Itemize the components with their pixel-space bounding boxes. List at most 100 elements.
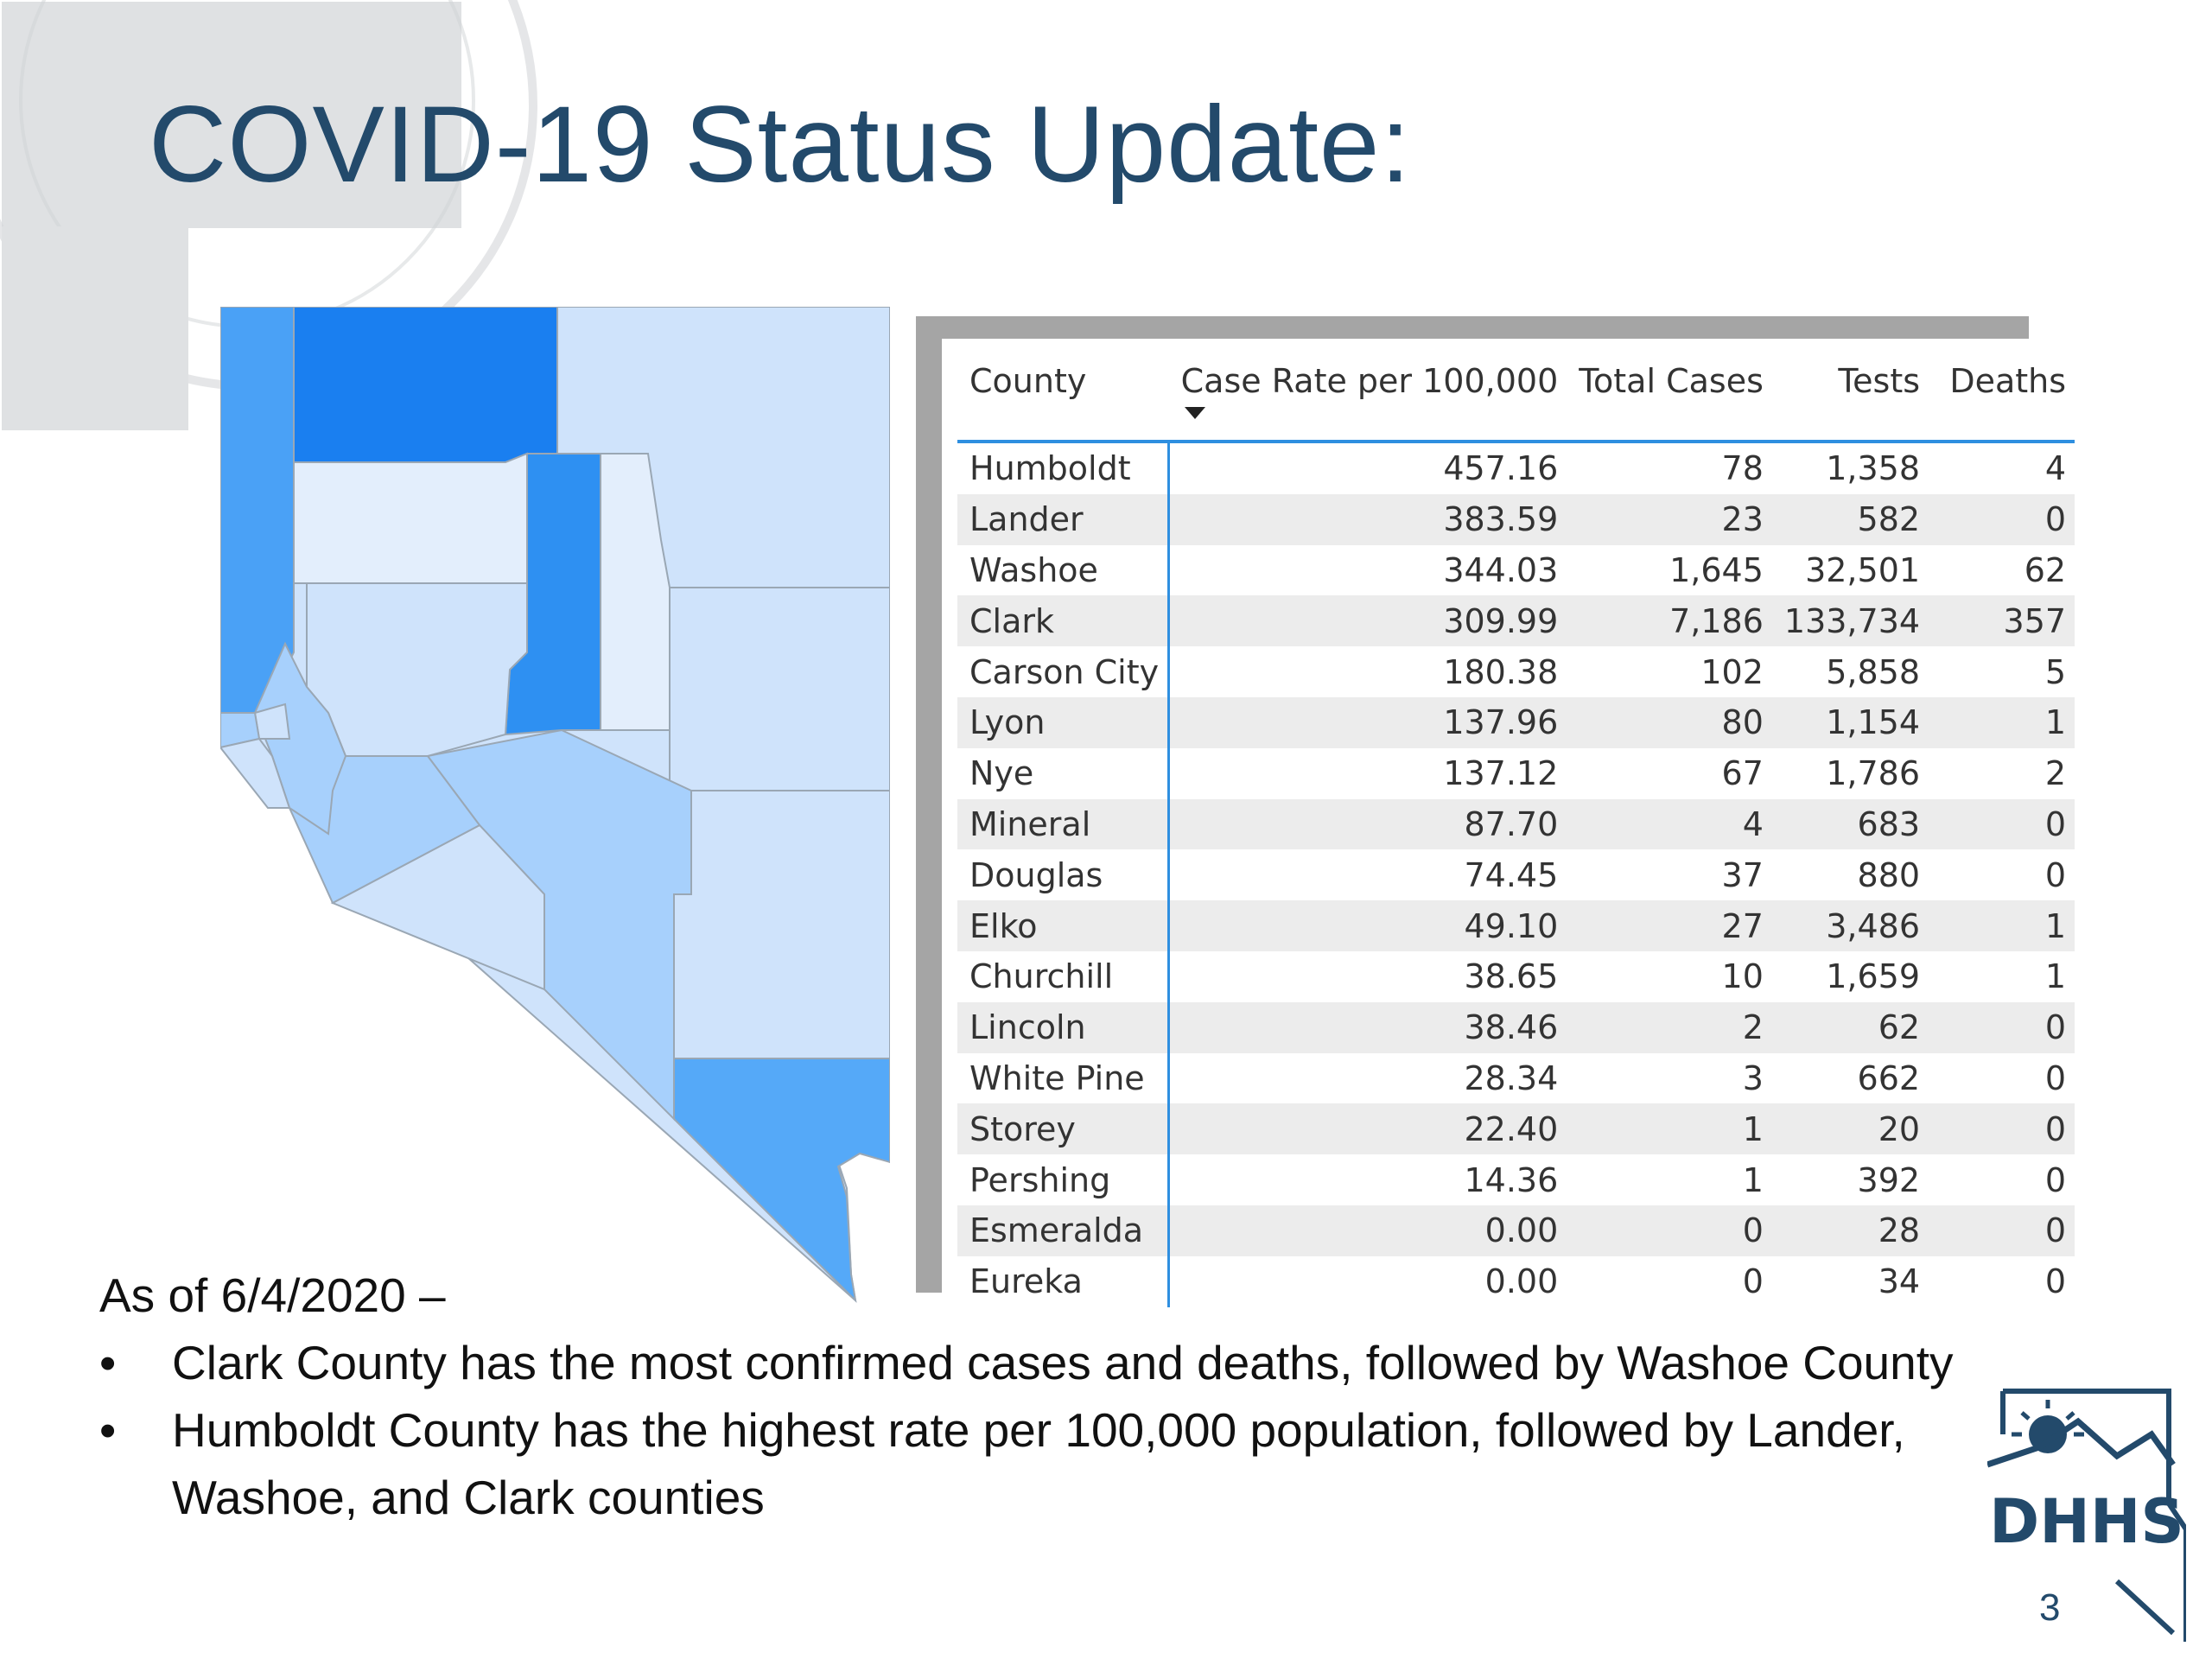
cell-deaths: 2: [2044, 754, 2067, 793]
table-row[interactable]: Esmeralda 0.00 0 28 0: [957, 1205, 2075, 1256]
table-row[interactable]: Lander 383.59 23 582 0: [957, 493, 2075, 545]
cell-county: Churchill: [957, 950, 1171, 1002]
cell-deaths: 4: [2044, 449, 2067, 488]
cell-tests: 683: [1771, 798, 1929, 850]
cell-total-cases: 67: [1721, 754, 1764, 793]
cell-case-rate: 180.38: [1443, 652, 1559, 691]
table-row[interactable]: Clark 309.99 7,186 133,734 357: [957, 595, 2075, 647]
cell-tests: 880: [1857, 855, 1921, 894]
table-row[interactable]: Eureka 0.00 0 34 0: [957, 1255, 2075, 1307]
cell-total-cases: 4: [1567, 798, 1772, 850]
cell-tests: 1,358: [1826, 449, 1921, 488]
cell-deaths: 1: [2044, 957, 2067, 996]
table-row[interactable]: Elko 49.10 27 3,486 1: [957, 900, 2075, 951]
cell-deaths: 62: [2024, 550, 2067, 589]
summary-bullet: Clark County has the most confirmed case…: [99, 1329, 1957, 1396]
cell-county: Carson City: [957, 646, 1171, 697]
logo-wordmark: DHHS: [1989, 1486, 2184, 1557]
county-data-table: County Case Rate per 100,000 Total Cases…: [957, 350, 2075, 1307]
table-row[interactable]: White Pine 28.34 3 662 0: [957, 1052, 2075, 1104]
cell-deaths: 1: [1929, 696, 2075, 748]
cell-total-cases: 0: [1742, 1262, 1764, 1301]
cell-county: Pershing: [957, 1154, 1171, 1205]
cell-tests: 1,154: [1771, 696, 1929, 748]
county-humboldt: [293, 307, 558, 463]
table-row[interactable]: Humboldt 457.16 78 1,358 4: [957, 442, 2075, 494]
cell-deaths: 0: [2044, 855, 2067, 894]
cell-case-rate: 38.46: [1168, 1001, 1567, 1053]
summary-bullet-list: Clark County has the most confirmed case…: [99, 1329, 1957, 1531]
cell-case-rate: 344.03: [1443, 550, 1559, 589]
cell-tests: 582: [1771, 493, 1929, 545]
cell-tests: 1,786: [1826, 754, 1921, 793]
summary-bullet: Humboldt County has the highest rate per…: [99, 1396, 1957, 1531]
cell-tests: 3,486: [1771, 900, 1929, 951]
county-clark: [673, 1058, 890, 1303]
table-row[interactable]: Lyon 137.96 80 1,154 1: [957, 696, 2075, 748]
cell-tests: 34: [1878, 1262, 1921, 1301]
cell-deaths: 0: [2044, 1262, 2067, 1301]
cell-case-rate: 74.45: [1464, 855, 1559, 894]
header-tests[interactable]: Tests: [1771, 350, 1929, 443]
header-total-cases[interactable]: Total Cases: [1567, 350, 1772, 443]
cell-county: Lincoln: [957, 1001, 1171, 1053]
cell-total-cases: 37: [1721, 855, 1764, 894]
table-row[interactable]: Douglas 74.45 37 880 0: [957, 849, 2075, 901]
cell-deaths: 0: [1929, 798, 2075, 850]
dhhs-nevada-logo: DHHS: [1987, 1389, 2186, 1642]
table-row[interactable]: Pershing 14.36 1 392 0: [957, 1154, 2075, 1205]
cell-case-rate: 0.00: [1484, 1262, 1559, 1301]
cell-county: Douglas: [957, 849, 1171, 901]
cell-case-rate: 49.10: [1168, 900, 1567, 951]
cell-case-rate: 87.70: [1168, 798, 1567, 850]
slide-title: COVID-19 Status Update:: [149, 85, 1412, 205]
table-row[interactable]: Storey 22.40 1 20 0: [957, 1103, 2075, 1155]
cell-county: Storey: [957, 1103, 1171, 1155]
cell-tests: 133,734: [1771, 595, 1929, 647]
cell-total-cases: 80: [1567, 696, 1772, 748]
table-row[interactable]: Lincoln 38.46 2 62 0: [957, 1001, 2075, 1053]
cell-tests: 28: [1771, 1205, 1929, 1256]
header-deaths[interactable]: Deaths: [1929, 350, 2075, 443]
cell-total-cases: 10: [1721, 957, 1764, 996]
cell-total-cases: 3: [1742, 1058, 1764, 1097]
cell-county: Lyon: [957, 696, 1171, 748]
cell-case-rate: 309.99: [1168, 595, 1567, 647]
county-pershing: [293, 452, 528, 584]
county-churchill: [306, 582, 528, 757]
cell-deaths: 357: [1929, 595, 2075, 647]
cell-county: Lander: [957, 493, 1171, 545]
nevada-county-map: [220, 307, 890, 1303]
table-row[interactable]: Carson City 180.38 102 5,858 5: [957, 646, 2075, 697]
table-row[interactable]: Mineral 87.70 4 683 0: [957, 798, 2075, 850]
cell-deaths: 0: [1929, 493, 2075, 545]
cell-case-rate: 14.36: [1464, 1160, 1559, 1199]
table-row[interactable]: Washoe 344.03 1,645 32,501 62: [957, 544, 2075, 596]
cell-deaths: 0: [2044, 1058, 2067, 1097]
sort-descending-icon: [1184, 407, 1205, 419]
header-case-rate[interactable]: Case Rate per 100,000: [1168, 350, 1567, 443]
cell-total-cases: 23: [1567, 493, 1772, 545]
cell-county: Mineral: [957, 798, 1171, 850]
cell-case-rate: 137.96: [1168, 696, 1567, 748]
cell-county: Clark: [957, 595, 1171, 647]
cell-total-cases: 1,645: [1669, 550, 1764, 589]
page-number: 3: [2039, 1586, 2061, 1629]
table-row[interactable]: Nye 137.12 67 1,786 2: [957, 747, 2075, 799]
cell-tests: 662: [1857, 1058, 1921, 1097]
header-county[interactable]: County: [957, 350, 1169, 443]
cell-case-rate: 0.00: [1168, 1205, 1567, 1256]
cell-deaths: 0: [1929, 1205, 2075, 1256]
cell-county: White Pine: [957, 1052, 1171, 1104]
county-douglas: [220, 737, 291, 809]
cell-total-cases: 0: [1567, 1205, 1772, 1256]
cell-case-rate: 22.40: [1168, 1103, 1567, 1155]
cell-total-cases: 1: [1567, 1103, 1772, 1155]
table-row[interactable]: Churchill 38.65 10 1,659 1: [957, 950, 2075, 1002]
cell-case-rate: 38.65: [1464, 957, 1559, 996]
cell-tests: 1,659: [1826, 957, 1921, 996]
cell-tests: 32,501: [1805, 550, 1921, 589]
cell-deaths: 0: [1929, 1001, 2075, 1053]
table-header-row: County Case Rate per 100,000 Total Cases…: [957, 350, 2075, 443]
cell-total-cases: 27: [1567, 900, 1772, 951]
